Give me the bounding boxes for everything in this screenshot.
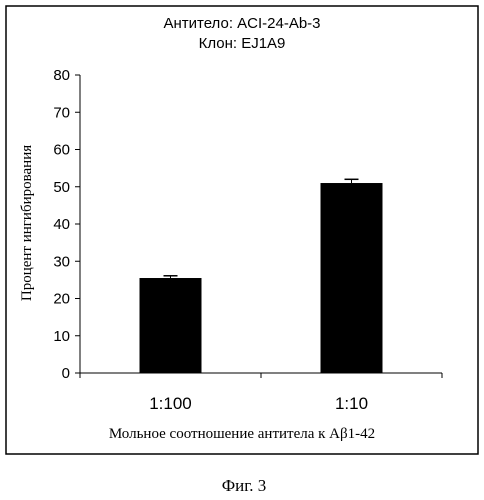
bar [321, 183, 383, 373]
chart-subtitle: Клон: EJ1A9 [199, 35, 286, 52]
y-tick-label: 20 [53, 291, 70, 308]
y-tick-label: 50 [53, 179, 70, 196]
y-tick-label: 0 [62, 365, 70, 382]
chart-title: Антитело: ACI-24-Ab-3 [163, 15, 320, 32]
y-tick-label: 80 [53, 67, 70, 84]
y-tick-label: 70 [53, 104, 70, 121]
y-axis-label: Процент ингибирования [19, 145, 35, 301]
x-tick-label: 1:10 [335, 394, 368, 413]
bar [140, 278, 202, 373]
y-tick-label: 40 [53, 216, 70, 233]
x-axis-label: Мольное соотношение антитела к Aβ1-42 [109, 426, 375, 442]
chart-border [6, 6, 478, 454]
figure-caption: Фиг. 3 [222, 476, 267, 495]
y-tick-label: 10 [53, 328, 70, 345]
y-tick-label: 60 [53, 142, 70, 159]
y-tick-label: 30 [53, 253, 70, 270]
x-tick-label: 1:100 [149, 394, 192, 413]
